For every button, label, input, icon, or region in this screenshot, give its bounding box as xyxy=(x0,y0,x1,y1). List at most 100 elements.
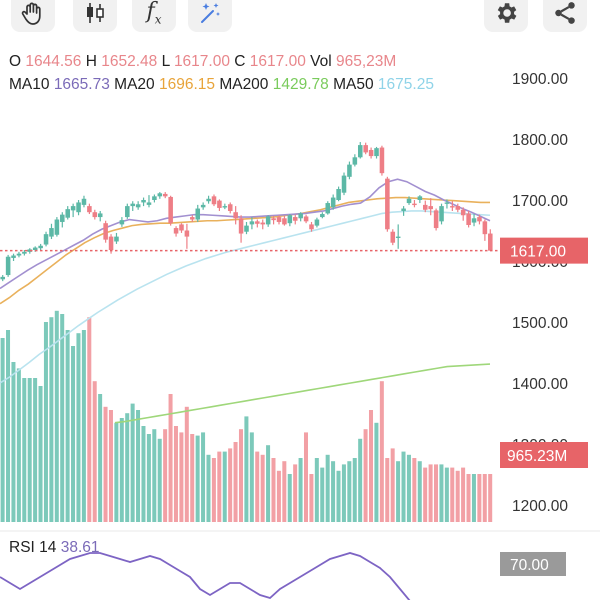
candle-body xyxy=(379,147,385,174)
volume-bar xyxy=(303,432,309,522)
volume-bar xyxy=(325,454,330,522)
candle-body xyxy=(179,224,184,231)
volume-bar xyxy=(16,368,21,522)
volume-bar xyxy=(368,410,374,522)
candle-body xyxy=(330,197,336,208)
volume-bar xyxy=(423,467,428,522)
volume-bar xyxy=(363,429,368,522)
candle-body xyxy=(455,206,461,210)
candle-body xyxy=(488,233,493,251)
volume-bar xyxy=(276,470,281,522)
settings-button[interactable] xyxy=(484,0,528,32)
ma20-label: MA20 xyxy=(114,76,155,93)
volume-bar xyxy=(238,429,243,522)
candle-body xyxy=(352,157,358,165)
volume-bar xyxy=(168,394,173,522)
chart-type-button[interactable] xyxy=(73,0,117,32)
candle-body xyxy=(406,198,412,204)
volume-bar xyxy=(347,461,352,522)
volume-bar xyxy=(141,426,146,522)
volume-bar xyxy=(417,461,422,522)
volume-bar xyxy=(11,362,16,522)
auto-analysis-button[interactable] xyxy=(188,0,232,32)
candle-body xyxy=(195,208,201,220)
share-button[interactable] xyxy=(543,0,587,32)
volume-bar xyxy=(471,474,476,522)
candle-body xyxy=(336,189,341,200)
volume-bar xyxy=(244,416,249,522)
candle-body xyxy=(314,219,320,226)
volume-bar xyxy=(477,474,482,522)
candle-body xyxy=(347,164,352,177)
candle-body xyxy=(238,218,244,234)
volume-bar xyxy=(136,410,141,522)
volume-bar xyxy=(49,317,54,522)
volume-bar xyxy=(195,435,200,522)
candle-body xyxy=(49,228,54,237)
magic-wand-icon xyxy=(201,3,220,23)
ma200-value: 1429.78 xyxy=(272,76,329,93)
ma10-label: MA10 xyxy=(9,76,50,93)
volume-bar xyxy=(38,386,43,522)
volume-bar xyxy=(222,451,227,522)
y-axis-tick-label: 1500.00 xyxy=(512,315,568,332)
candle-body xyxy=(0,276,5,280)
candle-body xyxy=(271,218,276,221)
candle-body xyxy=(439,206,444,222)
volume-bar xyxy=(374,422,379,522)
candle-body xyxy=(184,230,190,237)
volume-bar xyxy=(461,467,466,522)
candle-body xyxy=(260,222,266,225)
candle-body xyxy=(141,200,146,203)
volume-bar xyxy=(385,458,390,522)
ma50-label: MA50 xyxy=(333,76,374,93)
candle-body xyxy=(287,215,293,224)
candle-body xyxy=(43,234,49,245)
current-price-tag xyxy=(500,237,588,264)
candle-body xyxy=(249,221,255,225)
volume-bar xyxy=(336,470,341,522)
candle-body xyxy=(341,175,347,193)
volume-tag xyxy=(500,442,588,468)
candle-body xyxy=(450,206,455,208)
candle-body xyxy=(130,203,136,207)
ma10-value: 1665.73 xyxy=(53,76,110,93)
candle-body xyxy=(298,213,303,219)
y-axis-tick-label: 1400.00 xyxy=(512,376,568,393)
volume-bar xyxy=(217,451,222,522)
function-icon: fx xyxy=(146,0,162,27)
volume-bar xyxy=(92,381,97,522)
volume-bar xyxy=(206,454,211,522)
volume-bar xyxy=(331,461,336,522)
volume-bar xyxy=(43,322,48,522)
candle-body xyxy=(292,217,298,221)
indicators-button[interactable]: fx xyxy=(132,0,176,32)
volume-bar xyxy=(125,413,130,522)
candle-body xyxy=(92,212,98,218)
volume-bar xyxy=(173,426,178,522)
volume-bar xyxy=(0,338,5,522)
volume-tag-label: 965.23M xyxy=(507,448,567,465)
candle-body xyxy=(460,209,466,216)
volume-bar xyxy=(211,458,216,522)
volume-bar xyxy=(233,442,238,522)
candle-body xyxy=(157,193,163,197)
candle-body xyxy=(108,236,114,251)
chart-toolbar: fx xyxy=(0,0,600,34)
volume-bar xyxy=(76,333,81,522)
candle-body xyxy=(412,203,417,206)
drawing-tool-button[interactable] xyxy=(11,0,55,32)
candle-body xyxy=(206,198,211,202)
candle-body xyxy=(162,193,168,197)
candle-body xyxy=(168,196,173,224)
volume-bar xyxy=(314,458,319,522)
volume-bar xyxy=(33,378,38,522)
volume-bar xyxy=(190,434,195,522)
candle-body xyxy=(135,204,141,208)
candle-body xyxy=(423,204,428,210)
rsi-readout: RSI 14 38.61 xyxy=(9,539,100,557)
candle-body xyxy=(303,216,309,222)
volume-bar xyxy=(320,467,325,522)
open-label: O xyxy=(9,53,22,70)
